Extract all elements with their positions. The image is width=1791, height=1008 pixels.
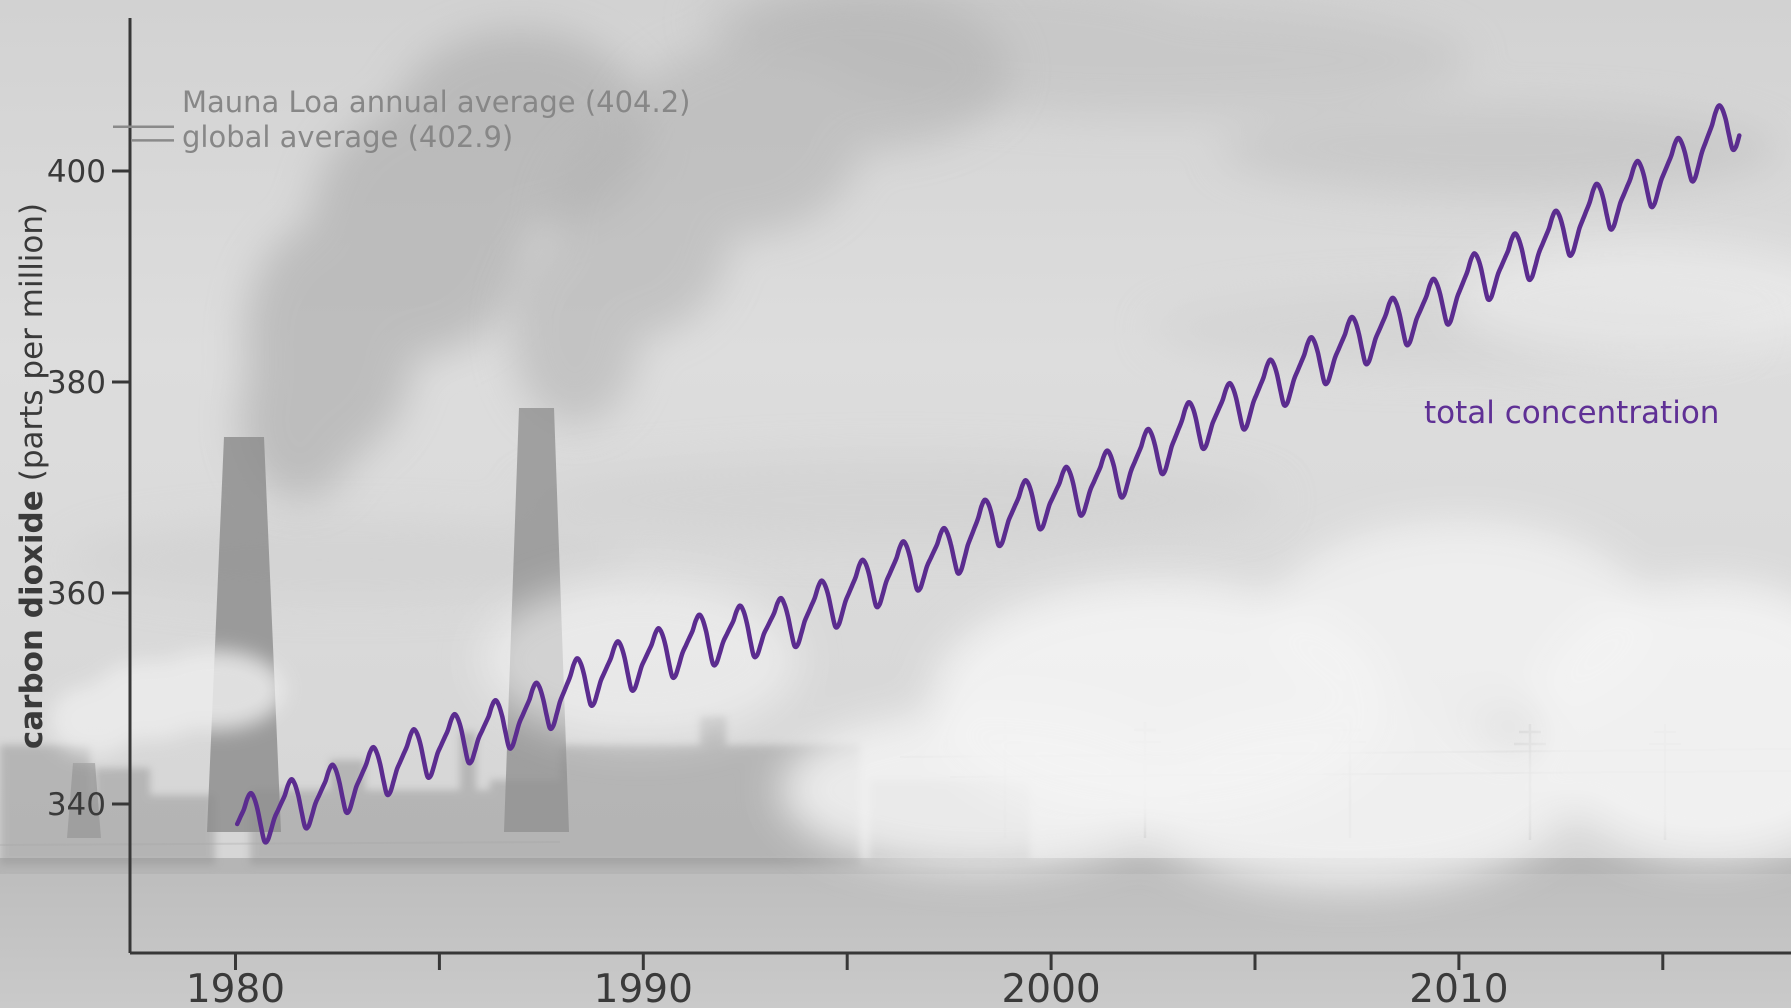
smoke-plume-left: [240, 30, 650, 500]
y-axis-title-bold: carbon dioxide: [14, 490, 50, 749]
co2-total-concentration-line: [234, 103, 1742, 845]
smoke-plume-right: [510, 0, 1010, 425]
global-average-label: global average (402.9): [182, 120, 513, 154]
ground: [0, 858, 1791, 1008]
plot: 400 380 360 340 1980 1990 2000 2010 carb…: [14, 18, 1791, 1008]
small-stack: [67, 763, 101, 838]
x-tick-label-2010: 2010: [1409, 967, 1508, 1008]
y-axis-title-units: (parts per million): [14, 203, 50, 481]
chimney-left: [207, 437, 281, 832]
y-tick-label-400: 400: [47, 154, 106, 190]
y-axis-title: carbon dioxide (parts per million): [14, 203, 50, 749]
x-tick-label-2000: 2000: [1001, 967, 1100, 1008]
x-axis-ticks: [234, 954, 1665, 970]
white-clouds: [480, 240, 1791, 890]
series-label-total-concentration: total concentration: [1424, 395, 1719, 431]
y-tick-label-380: 380: [47, 365, 106, 401]
small-stack-steam: [50, 650, 285, 755]
y-axis-ticks: [112, 169, 129, 806]
x-tick-label-1990: 1990: [594, 967, 693, 1008]
axes: [128, 18, 1791, 955]
y-tick-label-340: 340: [47, 787, 106, 823]
mauna-loa-average-label: Mauna Loa annual average (404.2): [182, 85, 690, 119]
x-tick-label-1980: 1980: [186, 967, 285, 1008]
y-tick-label-360: 360: [47, 576, 106, 612]
